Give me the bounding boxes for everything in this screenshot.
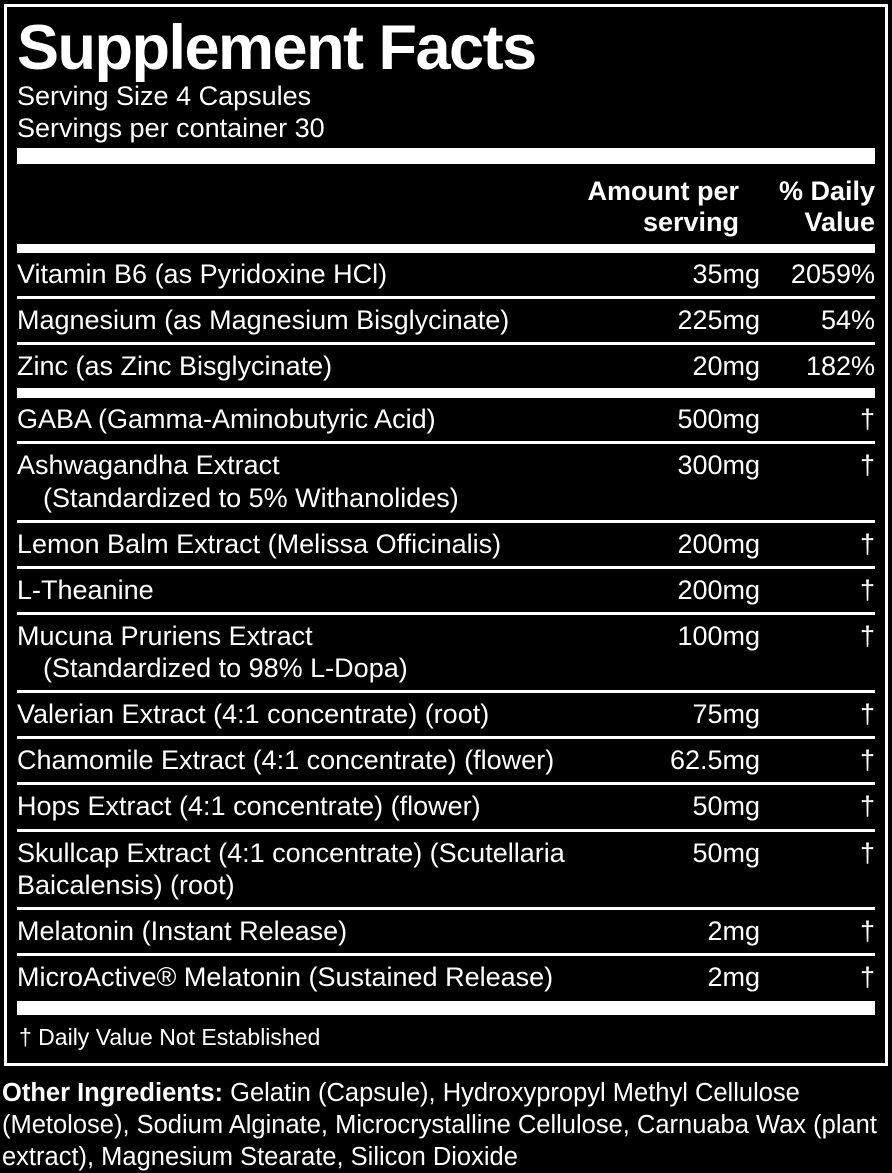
ingredient-row-skullcap: Skullcap Extract (4:1 concentrate) (Scut… (17, 828, 875, 907)
ingredient-amount: 200mg (677, 528, 760, 559)
ingredient-daily-value: † (859, 915, 875, 946)
ingredient-name: Chamomile Extract (4:1 concentrate) (flo… (17, 745, 555, 776)
ingredient-daily-value: 182% (805, 351, 875, 382)
ingredient-amount: 300mg (677, 450, 760, 481)
ingredient-daily-value: 54% (820, 305, 875, 335)
ingredient-name: Melatonin (Instant Release) (17, 915, 348, 946)
ingredient-amount: 2mg (707, 961, 760, 992)
ingredient-daily-value: † (859, 961, 875, 992)
panel-title: Supplement Facts (17, 13, 537, 83)
ingredient-name: Mucuna Pruriens Extract (17, 620, 313, 651)
ingredient-subtext: (Standardized to 5% Withanolides) (43, 482, 459, 513)
column-header-daily-value: % Daily Value (778, 175, 875, 237)
ingredient-name: Lemon Balm Extract (Melissa Officinalis) (17, 528, 502, 559)
ingredient-daily-value: † (859, 791, 875, 822)
daily-value-footnote: † Daily Value Not Established (19, 1024, 321, 1050)
ingredient-row-magnesium: Magnesium (as Magnesium Bisglycinate) 22… (17, 296, 875, 342)
ingredient-name: MicroActive® Melatonin (Sustained Releas… (17, 961, 554, 992)
ingredient-row-melatonin: Melatonin (Instant Release) 2mg † (17, 906, 875, 953)
ingredient-name: Valerian Extract (4:1 concentrate) (root… (17, 699, 490, 730)
ingredient-amount: 20mg (692, 351, 760, 382)
ingredient-row-valerian: Valerian Extract (4:1 concentrate) (root… (17, 690, 875, 736)
ingredient-daily-value: † (859, 528, 875, 559)
thick-divider-top (17, 147, 875, 164)
ingredient-amount: 35mg (692, 258, 760, 289)
ingredient-name: Hops Extract (4:1 concentrate) (flower) (17, 791, 481, 822)
ingredient-row-zinc: Zinc (as Zinc Bisglycinate) 20mg 182% (17, 342, 875, 388)
thick-divider-bottom (17, 1001, 875, 1015)
ingredient-name: Magnesium (as Magnesium Bisglycinate) (17, 305, 510, 335)
ingredient-name: L-Theanine (17, 574, 154, 605)
ingredient-daily-value: † (859, 620, 875, 651)
ingredient-name: GABA (Gamma-Aminobutyric Acid) (17, 404, 436, 435)
ingredient-row-hops: Hops Extract (4:1 concentrate) (flower) … (17, 782, 875, 828)
ingredient-amount: 225mg (677, 305, 760, 335)
ingredient-row-lemon-balm: Lemon Balm Extract (Melissa Officinalis)… (17, 519, 875, 566)
ingredient-row-vitamin-b6: Vitamin B6 (as Pyridoxine HCl) 35mg 2059… (17, 253, 875, 296)
column-header-amount: Amount per serving (587, 175, 740, 237)
ingredient-daily-value: † (859, 745, 875, 776)
ingredient-amount: 75mg (692, 699, 760, 730)
ingredient-amount: 2mg (707, 915, 760, 946)
ingredient-row-mucuna-pruriens: Mucuna Pruriens Extract (Standardized to … (17, 611, 875, 690)
other-ingredients: Other Ingredients: Gelatin (Capsule), Hy… (0, 1066, 892, 1173)
ingredient-amount: 500mg (677, 404, 760, 435)
ingredient-name: Vitamin B6 (as Pyridoxine HCl) (17, 258, 388, 289)
ingredient-row-l-theanine: L-Theanine 200mg † (17, 565, 875, 612)
ingredient-row-chamomile: Chamomile Extract (4:1 concentrate) (flo… (17, 736, 875, 782)
ingredient-name: Ashwagandha Extract (17, 450, 280, 481)
ingredient-amount: 62.5mg (669, 745, 760, 776)
section-divider (17, 388, 875, 399)
ingredient-subtext: (Standardized to 98% L-Dopa) (43, 653, 408, 683)
ingredient-name: Zinc (as Zinc Bisglycinate) (17, 351, 333, 382)
ingredient-row-microactive-melatonin: MicroActive® Melatonin (Sustained Releas… (17, 952, 875, 999)
ingredient-row-ashwagandha: Ashwagandha Extract (Standardized to 5% W… (17, 441, 875, 519)
ingredient-daily-value: † (859, 837, 875, 868)
supplement-facts-panel: Supplement Facts Serving Size 4 Capsules… (4, 4, 888, 1066)
header-divider (17, 243, 875, 253)
ingredient-daily-value: † (859, 699, 875, 730)
ingredient-daily-value: † (859, 574, 875, 605)
ingredient-amount: 50mg (692, 791, 760, 822)
ingredient-daily-value: † (859, 404, 875, 435)
ingredient-row-gaba: GABA (Gamma-Aminobutyric Acid) 500mg † (17, 398, 875, 441)
ingredient-daily-value: 2059% (790, 258, 875, 289)
serving-size: Serving Size 4 Capsules (17, 81, 312, 111)
ingredient-name: Skullcap Extract (4:1 concentrate) (Scut… (17, 837, 565, 868)
other-ingredients-label: Other Ingredients: (2, 1079, 224, 1107)
ingredient-amount: 200mg (677, 574, 760, 605)
ingredient-daily-value: † (859, 450, 875, 481)
ingredient-amount: 100mg (677, 620, 760, 651)
servings-per-container: Servings per container 30 (17, 113, 325, 144)
ingredient-subtext: Baicalensis) (root) (17, 869, 235, 900)
ingredient-amount: 50mg (692, 837, 760, 868)
column-headers: Amount per serving % Daily Value (17, 175, 876, 238)
